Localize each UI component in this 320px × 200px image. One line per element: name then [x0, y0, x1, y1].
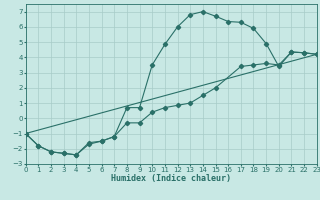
X-axis label: Humidex (Indice chaleur): Humidex (Indice chaleur) — [111, 174, 231, 183]
